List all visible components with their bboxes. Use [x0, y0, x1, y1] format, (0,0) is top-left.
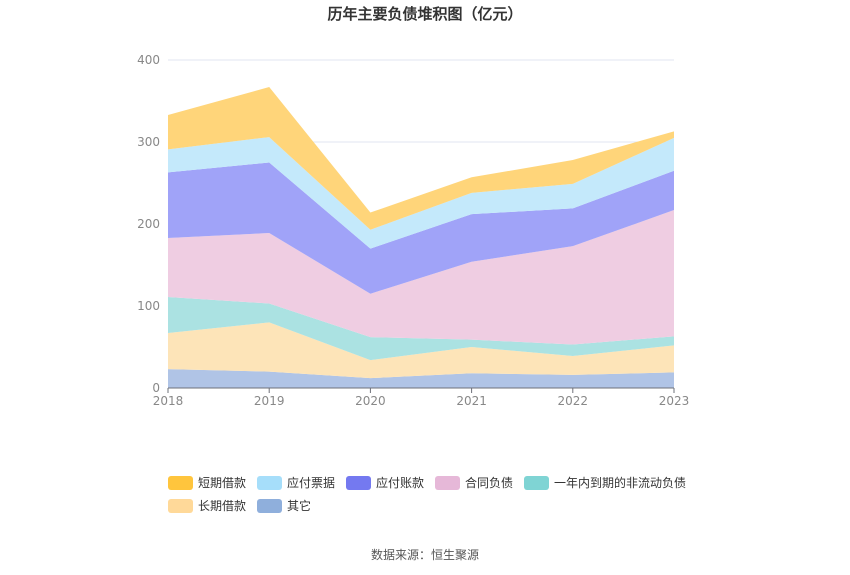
x-tick-label: 2021: [456, 394, 487, 408]
legend-label: 合同负债: [465, 475, 513, 490]
x-tick-label: 2019: [254, 394, 285, 408]
legend-item[interactable]: 长期借款: [168, 499, 246, 513]
y-tick-label: 400: [137, 53, 160, 67]
source-note: 数据来源：恒生聚源: [371, 547, 479, 562]
legend-label: 长期借款: [198, 499, 246, 513]
area-一年内到期的非流动负债: [168, 296, 674, 361]
legend-swatch: [524, 476, 549, 490]
area-应付票据: [168, 137, 674, 249]
area-短期借款: [168, 87, 674, 230]
area-长期借款: [168, 322, 674, 379]
legend-item[interactable]: 合同负债: [435, 475, 513, 490]
legend-label: 其它: [287, 498, 311, 513]
legend-swatch: [257, 476, 282, 490]
legend-item[interactable]: 短期借款: [168, 476, 246, 490]
legend-label: 应付票据: [287, 475, 335, 490]
y-tick-label: 100: [137, 299, 160, 313]
area-合同负债: [168, 210, 674, 345]
legend-label: 短期借款: [198, 476, 246, 490]
chart-title: 历年主要负债堆积图（亿元）: [327, 5, 522, 23]
y-tick-label: 300: [137, 135, 160, 149]
area-应付账款: [168, 162, 674, 294]
legend-swatch: [168, 499, 193, 513]
x-tick-label: 2018: [153, 394, 184, 408]
legend-swatch: [435, 476, 460, 490]
legend-swatch: [257, 499, 282, 513]
legend-swatch: [346, 476, 371, 490]
legend-item[interactable]: 一年内到期的非流动负债: [524, 475, 686, 490]
legend-item[interactable]: 应付票据: [257, 475, 335, 490]
y-tick-label: 0: [152, 381, 160, 395]
y-tick-label: 200: [137, 217, 160, 231]
area-其它: [168, 369, 674, 388]
legend-label: 一年内到期的非流动负债: [554, 475, 686, 490]
legend-item[interactable]: 其它: [257, 498, 311, 513]
x-tick-label: 2020: [355, 394, 386, 408]
legend-item[interactable]: 应付账款: [346, 475, 424, 490]
x-tick-label: 2023: [659, 394, 690, 408]
legend-label: 应付账款: [376, 475, 424, 490]
x-tick-label: 2022: [558, 394, 589, 408]
legend-swatch: [168, 476, 193, 490]
